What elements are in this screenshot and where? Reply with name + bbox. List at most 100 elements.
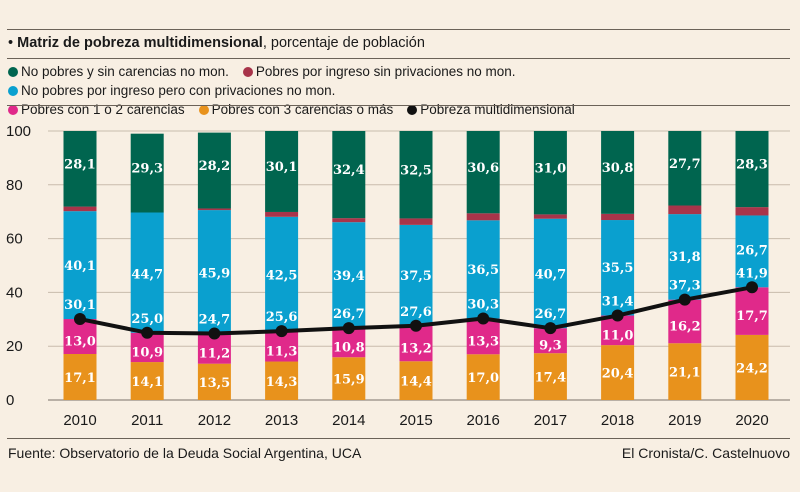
x-tick-label: 2015 xyxy=(399,412,432,429)
legend-swatch xyxy=(198,105,209,115)
y-tick-label: 20 xyxy=(6,338,23,355)
value-label-no-pobres-con-privaciones: 26,7 xyxy=(736,244,768,259)
value-label-no-pobres-con-privaciones: 40,1 xyxy=(64,259,96,274)
value-label-pobres-1-2: 11,0 xyxy=(602,328,634,343)
value-label-pobres-1-2: 17,7 xyxy=(736,309,768,324)
bar-segment-pobres-ingreso-sin-privaciones xyxy=(735,207,769,216)
line-point xyxy=(544,322,557,335)
value-label-no-pobres-sin-carencias: 28,3 xyxy=(736,158,768,173)
bar-segment-no-pobres-con-privaciones xyxy=(735,215,769,288)
bar-segment-pobres-1-2 xyxy=(735,287,769,335)
bar-segment-pobres-3-mas xyxy=(668,343,702,400)
y-tick-label: 100 xyxy=(6,123,31,140)
value-label-pobres-3-mas: 14,4 xyxy=(400,375,432,390)
bar-segment-pobres-3-mas xyxy=(63,354,97,400)
value-label-pobres-1-2: 9,3 xyxy=(539,339,562,354)
bar-segment-no-pobres-con-privaciones xyxy=(332,222,366,329)
value-label-pobreza-multidimensional: 41,9 xyxy=(736,266,768,281)
x-tick-label: 2016 xyxy=(467,412,500,429)
value-label-pobres-1-2: 16,2 xyxy=(669,319,701,334)
bar-segment-no-pobres-sin-carencias xyxy=(197,132,231,209)
value-label-no-pobres-sin-carencias: 30,8 xyxy=(602,161,634,176)
value-label-pobres-3-mas: 13,5 xyxy=(199,376,231,391)
source-note: Fuente: Observatorio de la Deuda Social … xyxy=(8,445,362,461)
value-label-no-pobres-con-privaciones: 42,5 xyxy=(266,268,298,283)
line-point xyxy=(208,327,221,340)
value-label-no-pobres-sin-carencias: 30,6 xyxy=(467,161,499,176)
bar-segment-no-pobres-sin-carencias xyxy=(399,131,433,219)
line-point xyxy=(678,293,691,306)
x-tick-label: 2014 xyxy=(332,412,365,429)
line-point xyxy=(342,322,355,335)
bar-segment-no-pobres-con-privaciones xyxy=(601,220,635,316)
bar-segment-pobres-3-mas xyxy=(466,354,500,400)
bar-segment-no-pobres-con-privaciones xyxy=(197,210,231,334)
value-label-no-pobres-con-privaciones: 35,5 xyxy=(602,261,634,276)
bar-segment-no-pobres-sin-carencias xyxy=(265,131,299,212)
x-tick-label: 2010 xyxy=(63,412,96,429)
x-tick-label: 2020 xyxy=(735,412,768,429)
x-tick-label: 2011 xyxy=(131,412,163,429)
x-tick-label: 2017 xyxy=(534,412,567,429)
value-label-pobres-1-2: 13,0 xyxy=(64,335,96,350)
value-label-no-pobres-sin-carencias: 32,4 xyxy=(333,163,365,178)
value-label-pobres-3-mas: 24,2 xyxy=(736,361,768,376)
bar-segment-no-pobres-sin-carencias xyxy=(668,131,702,206)
value-label-no-pobres-con-privaciones: 37,5 xyxy=(400,269,432,284)
title-bullet: • xyxy=(8,35,18,51)
value-label-pobreza-multidimensional: 37,3 xyxy=(669,279,701,294)
value-label-pobres-3-mas: 15,9 xyxy=(333,373,365,388)
value-label-pobreza-multidimensional: 26,7 xyxy=(333,307,365,322)
value-label-pobreza-multidimensional: 30,3 xyxy=(467,297,499,312)
value-label-pobres-3-mas: 21,1 xyxy=(669,366,701,381)
line-point xyxy=(611,309,624,322)
x-tick-label: 2013 xyxy=(265,412,298,429)
line-point xyxy=(477,312,490,325)
value-label-no-pobres-sin-carencias: 31,0 xyxy=(535,161,567,176)
legend-item-no-pobres-con-privaciones: No pobres por ingreso pero con privacion… xyxy=(8,81,335,100)
line-point xyxy=(410,319,422,332)
line-point xyxy=(275,325,288,338)
y-tick-label: 40 xyxy=(6,284,23,301)
value-label-pobreza-multidimensional: 26,7 xyxy=(535,307,567,322)
value-label-pobres-1-2: 13,2 xyxy=(400,342,432,357)
value-label-pobres-1-2: 10,8 xyxy=(333,341,365,356)
legend-swatch xyxy=(8,86,18,96)
bar-segment-no-pobres-sin-carencias xyxy=(601,131,635,214)
footer-rule xyxy=(7,438,790,439)
bar-segment-no-pobres-sin-carencias xyxy=(130,133,164,213)
value-label-no-pobres-sin-carencias: 27,7 xyxy=(669,157,701,172)
value-label-pobres-3-mas: 20,4 xyxy=(602,367,634,382)
value-label-pobres-1-2: 11,3 xyxy=(266,344,298,359)
bar-segment-no-pobres-con-privaciones xyxy=(265,216,299,332)
value-label-no-pobres-con-privaciones: 39,4 xyxy=(333,269,365,284)
bar-segment-pobres-1-2 xyxy=(668,299,702,344)
bar-segment-pobres-ingreso-sin-privaciones xyxy=(63,206,97,212)
bar-segment-no-pobres-con-privaciones xyxy=(533,218,567,329)
value-label-no-pobres-con-privaciones: 40,7 xyxy=(535,268,567,283)
title-rule xyxy=(7,58,790,59)
legend-label: No pobres y sin carencias no mon. xyxy=(21,64,229,79)
legend-swatch xyxy=(407,105,418,115)
value-label-no-pobres-sin-carencias: 29,3 xyxy=(131,162,163,177)
bar-segment-no-pobres-sin-carencias xyxy=(533,131,567,215)
value-label-no-pobres-sin-carencias: 32,5 xyxy=(400,163,432,178)
bar-segment-no-pobres-con-privaciones xyxy=(130,212,164,333)
bar-segment-no-pobres-con-privaciones xyxy=(399,224,433,326)
bar-segment-pobres-ingreso-sin-privaciones xyxy=(265,211,299,217)
bar-segment-no-pobres-sin-carencias xyxy=(332,131,366,219)
bar-segment-pobres-3-mas xyxy=(197,363,231,400)
bar-segment-no-pobres-con-privaciones xyxy=(466,220,500,319)
value-label-pobreza-multidimensional: 30,1 xyxy=(64,298,96,313)
bar-segment-pobres-3-mas xyxy=(265,361,299,400)
x-tick-label: 2018 xyxy=(601,412,634,429)
bar-segment-no-pobres-sin-carencias xyxy=(63,131,97,207)
bar-segment-pobres-3-mas xyxy=(130,362,164,400)
bar-segment-pobres-3-mas xyxy=(332,357,366,400)
y-tick-label: 60 xyxy=(6,231,23,248)
line-point xyxy=(74,313,86,326)
stacked-bar-chart: 0 20 40 60 80 100 2010 2011 2012 2013 2014 2015 2016… xyxy=(6,123,790,429)
legend-item-no-pobres-sin-carencias: No pobres y sin carencias no mon. xyxy=(8,62,229,81)
title-bold: Matriz de pobreza multidimensional xyxy=(17,35,263,51)
value-label-no-pobres-sin-carencias: 30,1 xyxy=(266,160,298,175)
